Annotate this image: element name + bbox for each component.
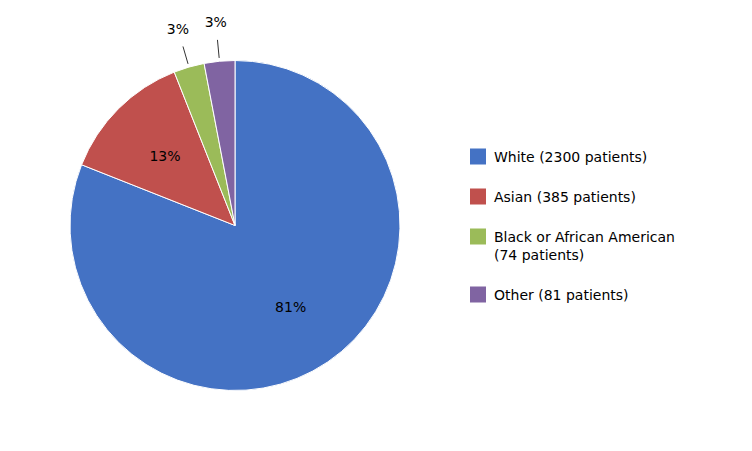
legend-label: Asian (385 patients) <box>494 189 636 205</box>
legend-entry: Black or African American(74 patients) <box>470 229 675 263</box>
slices <box>70 61 400 391</box>
leader-line <box>217 40 219 58</box>
pie-slice <box>70 61 400 391</box>
data-label: 81% <box>275 299 306 315</box>
data-label: 13% <box>149 147 180 163</box>
legend-label: Black or African American(74 patients) <box>494 229 675 263</box>
legend-entry: White (2300 patients) <box>470 149 647 165</box>
legend-label: White (2300 patients) <box>494 149 647 165</box>
legend-swatch <box>470 189 486 205</box>
legend-swatch <box>470 149 486 165</box>
data-label: 3% <box>167 21 189 37</box>
data-labels: 81% 13% 3% 3% <box>149 14 306 316</box>
legend: White (2300 patients) Asian (385 patients… <box>470 149 675 303</box>
data-label: 3% <box>205 14 227 30</box>
legend-swatch <box>470 229 486 245</box>
pie-slice <box>204 61 235 226</box>
leader-line <box>183 46 188 63</box>
chart: 81% 13% 3% 3% White (2300 patients) Asian (38… <box>0 0 752 451</box>
legend-label: Other (81 patients) <box>494 287 629 303</box>
pie: 81% 13% 3% 3% <box>70 14 400 391</box>
legend-entry: Other (81 patients) <box>470 287 629 303</box>
legend-entry: Asian (385 patients) <box>470 189 636 205</box>
legend-swatch <box>470 287 486 303</box>
